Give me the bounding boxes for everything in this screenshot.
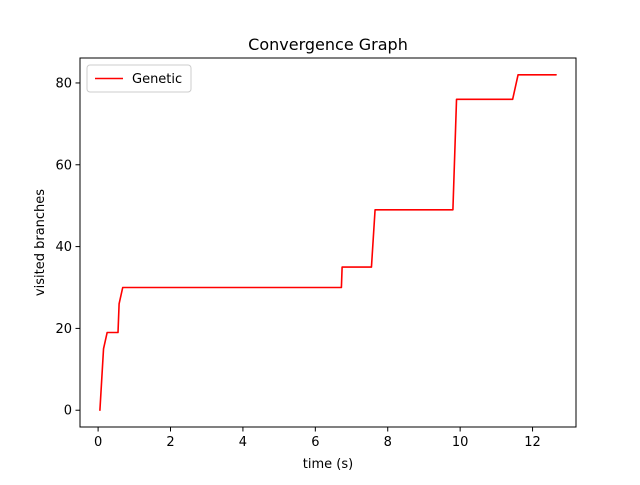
x-tick-label: 12 [524,435,541,450]
y-tick-label: 20 [55,322,72,337]
y-axis-title: visited branches [33,189,48,296]
y-tick-label: 80 [55,76,72,91]
y-tick-label: 0 [64,404,72,419]
x-tick-label: 6 [311,435,319,450]
x-tick-label: 8 [384,435,392,450]
x-tick-label: 4 [239,435,247,450]
y-axis: 0 20 40 60 80 [55,76,80,419]
plot-area [99,73,557,412]
x-tick-label: 10 [452,435,469,450]
x-tick-label: 0 [94,435,102,450]
chart-title: Convergence Graph [248,35,408,54]
legend: Genetic [86,64,192,93]
x-tick-label: 2 [166,435,174,450]
y-tick-label: 60 [55,158,72,173]
legend-label-genetic: Genetic [132,72,182,87]
plot-frame [79,57,577,428]
legend-box [86,64,192,93]
y-tick-label: 40 [55,240,72,255]
series-line-genetic [99,73,557,412]
x-axis: 0 2 4 6 8 10 12 [94,427,541,450]
x-axis-title: time (s) [303,457,353,472]
